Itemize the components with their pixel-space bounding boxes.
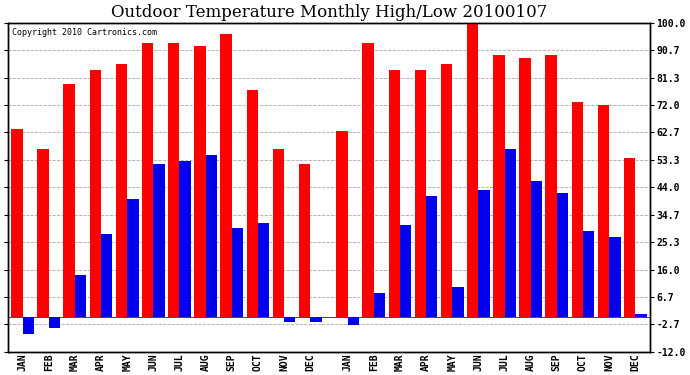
Bar xyxy=(467,20,478,316)
Bar xyxy=(415,70,426,316)
Bar xyxy=(400,225,411,316)
Title: Outdoor Temperature Monthly High/Low 20100107: Outdoor Temperature Monthly High/Low 201… xyxy=(110,4,547,21)
Text: Copyright 2010 Cartronics.com: Copyright 2010 Cartronics.com xyxy=(12,28,157,37)
Bar xyxy=(11,129,23,316)
Bar xyxy=(426,196,437,316)
Bar xyxy=(273,149,284,316)
Bar xyxy=(246,90,258,316)
Bar xyxy=(75,275,86,316)
Bar xyxy=(101,234,112,316)
Bar xyxy=(571,102,583,316)
Bar xyxy=(179,161,191,316)
Bar xyxy=(336,132,348,316)
Bar xyxy=(520,58,531,316)
Bar xyxy=(546,55,557,316)
Bar xyxy=(504,149,516,316)
Bar xyxy=(635,314,647,316)
Bar xyxy=(194,46,206,316)
Bar xyxy=(452,287,464,316)
Bar xyxy=(258,222,269,316)
Bar xyxy=(220,34,232,316)
Bar xyxy=(142,43,153,316)
Bar xyxy=(153,164,165,316)
Bar xyxy=(531,182,542,316)
Bar xyxy=(299,164,310,316)
Bar xyxy=(63,84,75,316)
Bar xyxy=(90,70,101,316)
Bar xyxy=(310,316,322,322)
Bar xyxy=(557,193,569,316)
Bar xyxy=(388,70,400,316)
Bar xyxy=(624,158,635,316)
Bar xyxy=(232,228,243,316)
Bar xyxy=(374,293,385,316)
Bar xyxy=(583,231,594,316)
Bar xyxy=(348,316,359,326)
Bar xyxy=(493,55,504,316)
Bar xyxy=(441,64,452,316)
Bar xyxy=(206,155,217,316)
Bar xyxy=(598,105,609,316)
Bar xyxy=(127,199,139,316)
Bar xyxy=(362,43,374,316)
Bar xyxy=(609,237,620,316)
Bar xyxy=(478,190,490,316)
Bar xyxy=(168,43,179,316)
Bar xyxy=(284,316,295,322)
Bar xyxy=(37,149,49,316)
Bar xyxy=(23,316,34,334)
Bar xyxy=(49,316,60,328)
Bar xyxy=(116,64,127,316)
